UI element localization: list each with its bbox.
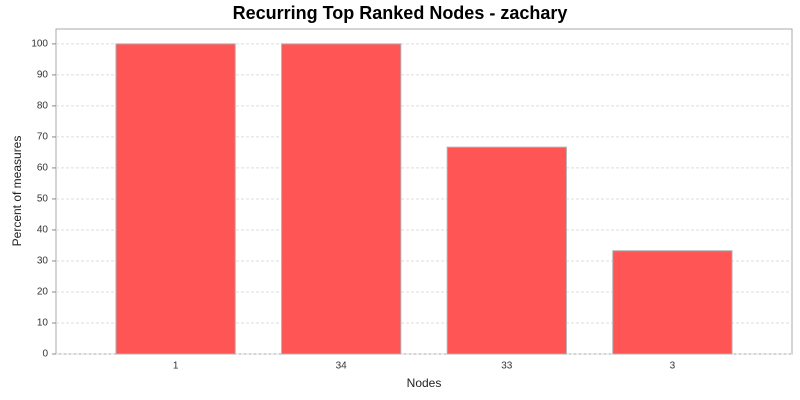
y-tick-label: 40	[37, 225, 49, 236]
bar	[612, 250, 733, 355]
x-tick-label: 34	[336, 361, 348, 372]
x-tick-label: 3	[670, 361, 676, 372]
x-axis-label: Nodes	[407, 376, 442, 390]
y-tick-label: 30	[37, 256, 49, 267]
bar	[446, 146, 567, 355]
y-axis-label: Percent of measures	[10, 136, 24, 247]
bar	[115, 43, 236, 355]
x-tick-label: 33	[501, 361, 513, 372]
y-tick-label: 50	[37, 194, 49, 205]
y-tick-label: 100	[31, 39, 48, 50]
y-tick-label: 10	[37, 318, 49, 329]
x-tick-label: 1	[173, 361, 179, 372]
y-tick-label: 90	[37, 70, 49, 81]
chart-title: Recurring Top Ranked Nodes - zachary	[233, 3, 568, 23]
y-tick-label: 80	[37, 101, 49, 112]
y-tick-label: 20	[37, 287, 49, 298]
y-tick-label: 60	[37, 163, 49, 174]
y-tick-label: 0	[42, 349, 48, 360]
bar	[281, 43, 402, 355]
y-tick-label: 70	[37, 132, 49, 143]
